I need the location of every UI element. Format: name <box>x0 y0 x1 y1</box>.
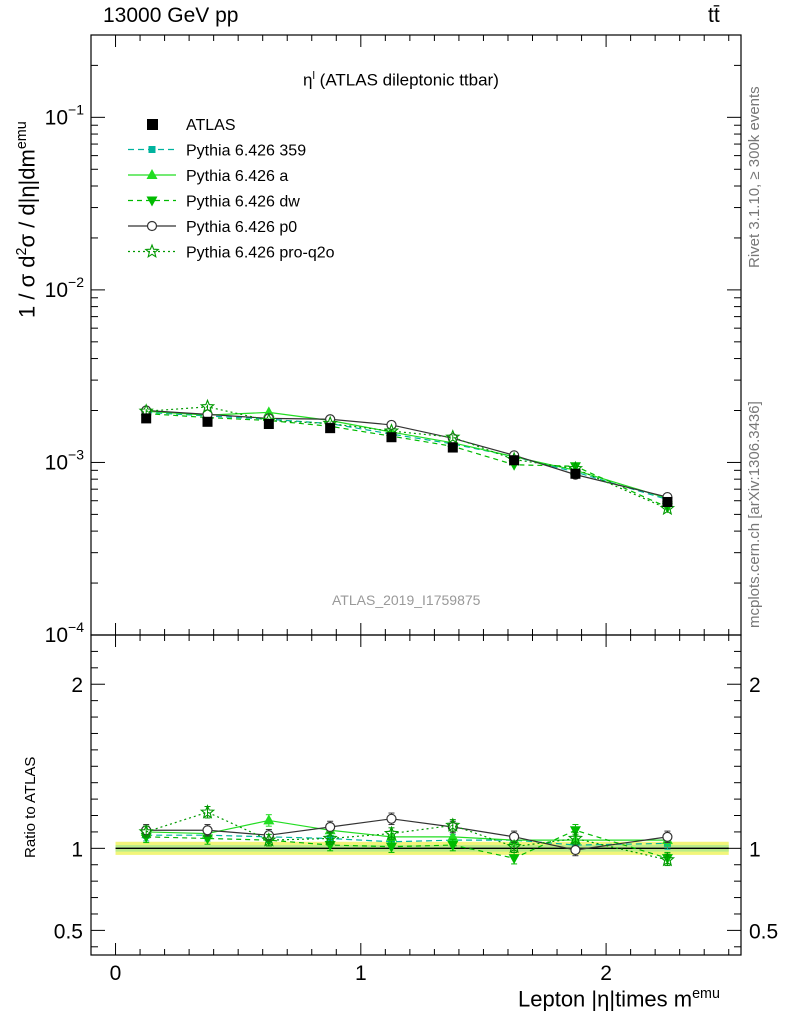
x-axis-label: Lepton |η|times memu <box>518 986 720 1012</box>
series-2-ratio-point <box>202 834 214 845</box>
series-4-ratio-point <box>261 832 277 847</box>
series-4-ratio-line <box>146 811 668 861</box>
atlas-data-point <box>263 419 274 430</box>
atlas-data-point <box>662 496 673 507</box>
series-4-ratio-point <box>383 825 400 841</box>
series-2-ratio-point <box>447 841 459 852</box>
ratio-y-tick-label-right: 1 <box>749 838 761 861</box>
legend-marker-series-0 <box>148 146 156 153</box>
atlas-data-point <box>509 455 520 466</box>
ratio-y-tick-label-right: 2 <box>749 674 761 697</box>
series-4-ratio-point <box>567 830 584 845</box>
atlas-data-point <box>447 442 458 453</box>
atlas-data-point <box>325 423 336 434</box>
series-3-ratio-point <box>386 813 397 824</box>
legend-marker-atlas <box>147 119 158 130</box>
legend-label-series-4: Pythia 6.426 pro-q2o <box>186 245 335 262</box>
mcplots-source-label: mcplots.cern.ch [arXiv:1306.3436] <box>746 401 763 628</box>
series-4-main-point <box>445 429 461 444</box>
legend-label-series-2: Pythia 6.426 dw <box>186 194 300 211</box>
series-2-ratio-point <box>385 842 397 853</box>
main-y-tick-label: 10−2 <box>45 274 85 302</box>
series-4-ratio-point <box>659 851 676 867</box>
series-4-ratio-point <box>322 830 338 845</box>
series-1-ratio-point <box>447 830 459 841</box>
legend-label-series-3: Pythia 6.426 p0 <box>186 219 297 236</box>
series-2-main-line <box>146 412 668 508</box>
x-tick-label: 2 <box>600 962 612 985</box>
series-4-ratio-point <box>138 823 154 839</box>
legend-label-series-1: Pythia 6.426 a <box>186 168 288 185</box>
series-1-ratio-point <box>263 814 275 825</box>
legend-marker-series-2 <box>146 196 158 207</box>
rivet-version-label: Rivet 3.1.10, ≥ 300k events <box>746 86 763 268</box>
series-0-main-line <box>146 411 668 501</box>
atlas-data-point <box>141 413 152 424</box>
series-4-ratio-point <box>445 817 461 832</box>
ratio-plot-frame <box>90 634 742 956</box>
series-1-main-point <box>263 406 275 417</box>
ratio-y-tick-label-left: 2 <box>71 674 83 697</box>
series-3-ratio-point <box>325 821 336 833</box>
x-tick-label: 1 <box>355 962 367 985</box>
main-y-tick-label: 10−1 <box>45 101 85 129</box>
series-3-ratio-point <box>662 831 673 842</box>
series-1-ratio-line <box>146 819 668 841</box>
series-4-ratio-point <box>199 804 216 819</box>
header-process-label: tt̄ <box>708 4 720 27</box>
legend-marker-series-1 <box>146 169 158 179</box>
legend-label-series-0: Pythia 6.426 359 <box>186 143 306 160</box>
series-4-main-line <box>146 406 668 510</box>
series-4-ratio-point <box>506 838 522 854</box>
legend-marker-series-4 <box>144 243 160 259</box>
series-1-main-line <box>146 410 668 499</box>
series-3-main-line <box>146 409 668 498</box>
series-2-ratio-point <box>508 854 520 865</box>
ratio-y-axis-label: Ratio to ATLAS <box>22 756 39 858</box>
x-tick-label: 0 <box>110 962 122 985</box>
series-4-main-point <box>199 398 216 414</box>
analysis-watermark: ATLAS_2019_I1759875 <box>332 592 481 608</box>
atlas-data-point <box>570 468 581 479</box>
main-y-axis-label: 1 / σ d2σ / d|η|dmemu <box>14 121 40 318</box>
legend-marker-series-3 <box>146 220 158 232</box>
atlas-data-point <box>202 416 213 427</box>
ratio-y-tick-label-left: 0.5 <box>54 920 83 943</box>
chart-title: ηl (ATLAS dileptonic ttbar) <box>303 70 499 90</box>
main-y-tick-label: 10−3 <box>45 446 85 474</box>
series-3-ratio-point <box>570 844 581 856</box>
series-3-ratio-point <box>202 825 213 836</box>
header-energy-label: 13000 GeV pp <box>103 4 239 27</box>
main-y-tick-label: 10−4 <box>45 619 85 647</box>
ratio-y-tick-label-right: 0.5 <box>749 920 778 943</box>
legend-label-atlas: ATLAS <box>186 117 236 134</box>
ratio-y-tick-label-left: 1 <box>71 838 83 861</box>
atlas-data-point <box>386 432 397 443</box>
